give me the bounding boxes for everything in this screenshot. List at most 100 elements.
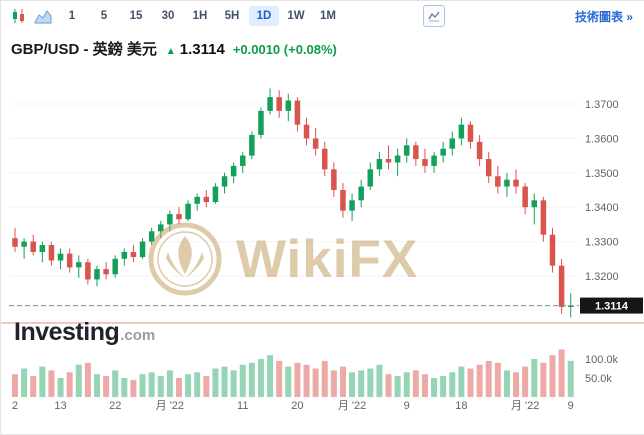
volume-bar: [257, 359, 264, 397]
volume-bar: [239, 364, 246, 397]
candle-body: [567, 305, 574, 307]
last-price: 1.3114: [179, 41, 225, 58]
interval-button-5h[interactable]: 5H: [224, 10, 240, 22]
candle-body: [57, 253, 64, 261]
volume-bar: [30, 376, 37, 397]
candle-body: [130, 251, 137, 258]
candle-body: [94, 269, 100, 280]
candle-body: [121, 251, 128, 259]
candle-body: [358, 186, 364, 201]
candle-body: [103, 269, 109, 275]
area-chart-icon[interactable]: [33, 6, 53, 26]
candle-body: [167, 214, 173, 225]
volume-bar: [212, 368, 219, 397]
volume-bar: [157, 376, 164, 397]
candle-body: [394, 155, 401, 163]
candle-body: [385, 159, 392, 163]
volume-bar: [385, 374, 392, 397]
instrument-header: GBP/USD - 英鎊 美元 ▲ 1.3114 +0.0010 (+0.08%…: [11, 38, 337, 59]
volume-bar: [57, 378, 64, 397]
volume-bar: [421, 374, 428, 397]
volume-bar: [203, 376, 210, 397]
candlestick-chart-icon[interactable]: [9, 6, 29, 26]
candle-body: [321, 148, 328, 170]
volume-bar: [522, 366, 529, 397]
candle-body: [440, 148, 446, 156]
volume-bar: [84, 362, 91, 397]
candle-body: [240, 155, 246, 166]
candle-body: [76, 262, 82, 268]
volume-bar: [112, 370, 119, 397]
interval-button-1w[interactable]: 1W: [287, 10, 305, 22]
volume-bar: [166, 370, 173, 397]
volume-bar: [467, 368, 474, 397]
up-arrow-icon: ▲: [165, 46, 176, 57]
time-axis-label: 18: [455, 400, 467, 412]
candle-body: [476, 141, 483, 160]
volume-bar: [449, 372, 456, 397]
interval-button-15m[interactable]: 15: [129, 10, 143, 22]
instrument-name: GBP/USD - 英鎊 美元: [11, 41, 157, 58]
volume-bar: [276, 360, 283, 397]
volume-bar: [349, 372, 356, 397]
candle-body: [403, 145, 410, 156]
time-axis-label: 9: [568, 400, 574, 412]
candle-body: [285, 100, 292, 111]
time-axis-label: 2: [12, 400, 18, 412]
volume-bar: [476, 364, 483, 397]
interval-button-1mo[interactable]: 1M: [320, 10, 336, 22]
candle-body: [458, 124, 465, 139]
candle-body: [340, 190, 346, 211]
volume-bar: [148, 372, 155, 397]
interval-button-1m[interactable]: 1: [68, 10, 76, 22]
indicators-icon[interactable]: [423, 5, 445, 27]
candle-body: [549, 234, 556, 266]
candle-body: [303, 124, 310, 139]
volume-bar: [285, 366, 292, 397]
volume-bar: [221, 366, 228, 397]
interval-button-5m[interactable]: 5: [100, 10, 108, 22]
volume-bar: [358, 370, 365, 397]
interval-button-1h[interactable]: 1H: [192, 10, 208, 22]
volume-bar: [531, 359, 538, 397]
volume-bar: [93, 374, 100, 397]
candle-body: [531, 200, 538, 208]
volume-bar: [549, 355, 556, 397]
volume-bar: [485, 360, 492, 397]
volume-bar: [185, 374, 192, 397]
volume-bar: [339, 366, 346, 397]
volume-bar: [75, 364, 82, 397]
volume-bar: [248, 362, 255, 397]
interval-button-30m[interactable]: 30: [161, 10, 175, 22]
volume-bar: [394, 376, 401, 397]
time-axis-label: 11: [237, 400, 248, 412]
volume-bar: [103, 376, 110, 397]
technical-chart-link[interactable]: 技術圖表 »: [574, 9, 633, 24]
time-axis-label: 月 '22: [338, 400, 366, 412]
volume-bar: [66, 372, 73, 397]
time-axis-label: 月 '22: [511, 400, 539, 412]
candle-body: [30, 241, 36, 252]
time-axis-label: 月 '22: [156, 400, 184, 412]
volume-bar: [303, 364, 310, 397]
volume-bar: [175, 378, 182, 397]
volume-bar: [412, 370, 419, 397]
time-axis-label: 22: [109, 400, 121, 412]
interval-button-1d[interactable]: 1D: [249, 6, 279, 26]
candle-body: [48, 245, 55, 261]
candle-body: [158, 224, 164, 232]
candle-body: [294, 100, 301, 125]
volume-bar: [121, 378, 128, 397]
price-volume-chart[interactable]: 1.3700 1.3600 1.3500 1.3400 1.3300 1.3200 100.…: [1, 66, 644, 434]
candle-body: [376, 159, 383, 170]
candle-body: [413, 145, 419, 160]
candle-body: [148, 231, 155, 242]
volume-bar: [194, 372, 201, 397]
volume-bar: [494, 362, 501, 397]
time-axis-label: 20: [291, 400, 303, 412]
candle-body: [312, 138, 319, 149]
volume-bar: [312, 368, 319, 397]
candle-body: [367, 169, 374, 187]
price-axis-label: 1.3500: [585, 168, 619, 180]
